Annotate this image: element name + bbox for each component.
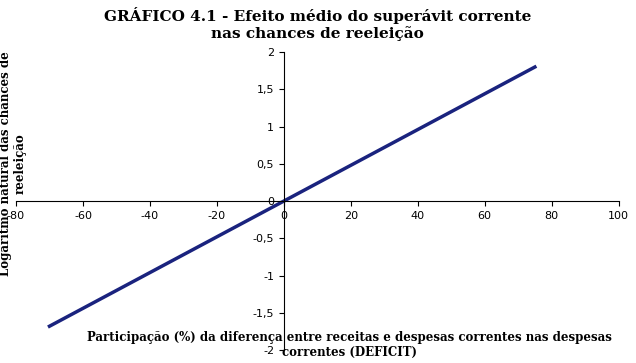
Text: Logaritmo natural das chances de
reeleição: Logaritmo natural das chances de reeleiç… (0, 51, 27, 276)
Title: GRÁFICO 4.1 - Efeito médio do superávit corrente
nas chances de reeleição: GRÁFICO 4.1 - Efeito médio do superávit … (104, 7, 531, 41)
Text: Participação (%) da diferença entre receitas e despesas correntes nas despesas
c: Participação (%) da diferença entre rece… (87, 331, 612, 359)
